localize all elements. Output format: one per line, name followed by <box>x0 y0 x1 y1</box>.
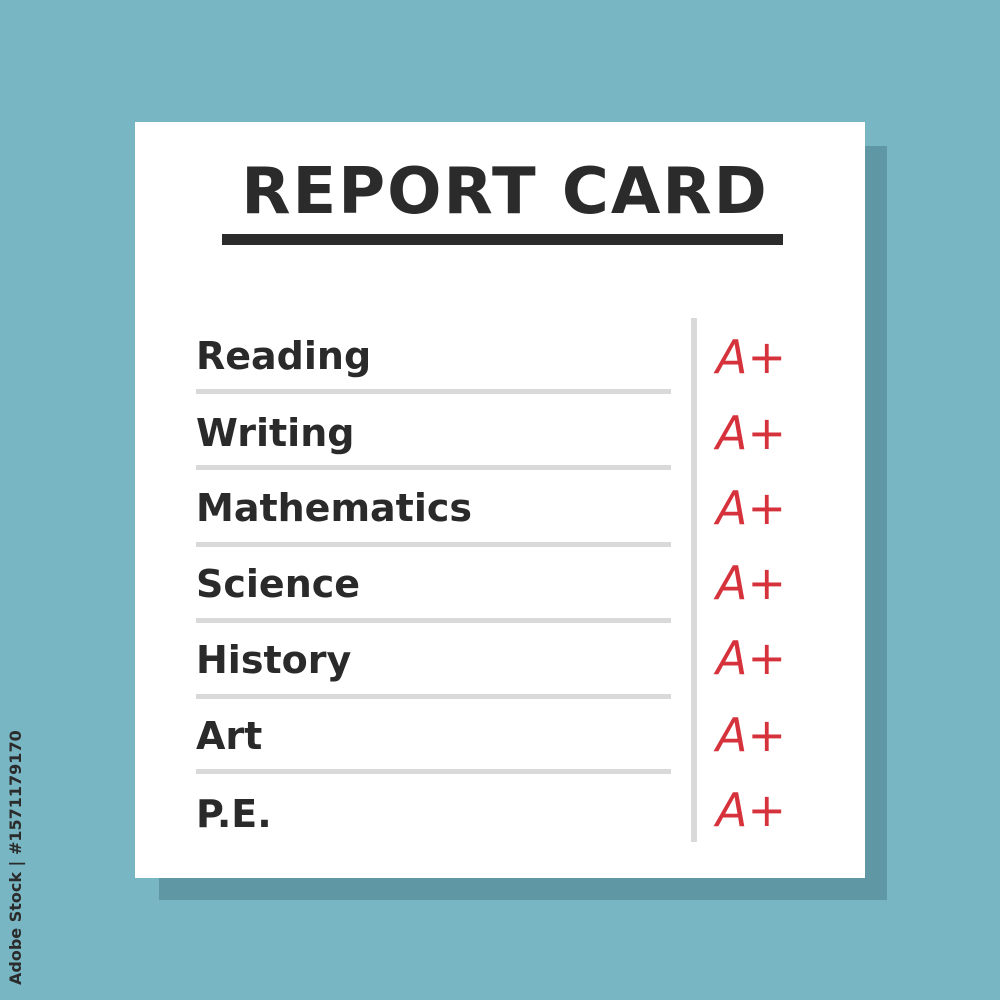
grade-mark: A+ <box>716 406 787 460</box>
grade-mark: A+ <box>716 708 787 762</box>
row-divider <box>196 618 671 623</box>
subject-label: Art <box>196 714 263 758</box>
watermark-text: Adobe Stock | #1571179170 <box>6 730 25 985</box>
row-divider <box>196 542 671 547</box>
grade-mark: A+ <box>716 556 787 610</box>
row-divider <box>196 694 671 699</box>
subject-label: Mathematics <box>196 486 473 530</box>
row-divider <box>196 389 671 394</box>
report-card-title: REPORT CARD <box>241 155 769 229</box>
subject-label: History <box>196 638 352 682</box>
grade-mark: A+ <box>716 481 787 535</box>
grade-mark: A+ <box>716 783 787 837</box>
subject-label: Science <box>196 562 361 606</box>
row-divider <box>196 769 671 774</box>
title-underline <box>222 234 783 245</box>
grade-mark: A+ <box>716 631 787 685</box>
subject-label: Writing <box>196 411 355 455</box>
grade-mark: A+ <box>716 330 787 384</box>
subject-label: P.E. <box>196 792 272 836</box>
row-divider <box>196 465 671 470</box>
subject-label: Reading <box>196 334 372 378</box>
column-divider <box>691 318 697 842</box>
report-card <box>135 122 865 878</box>
